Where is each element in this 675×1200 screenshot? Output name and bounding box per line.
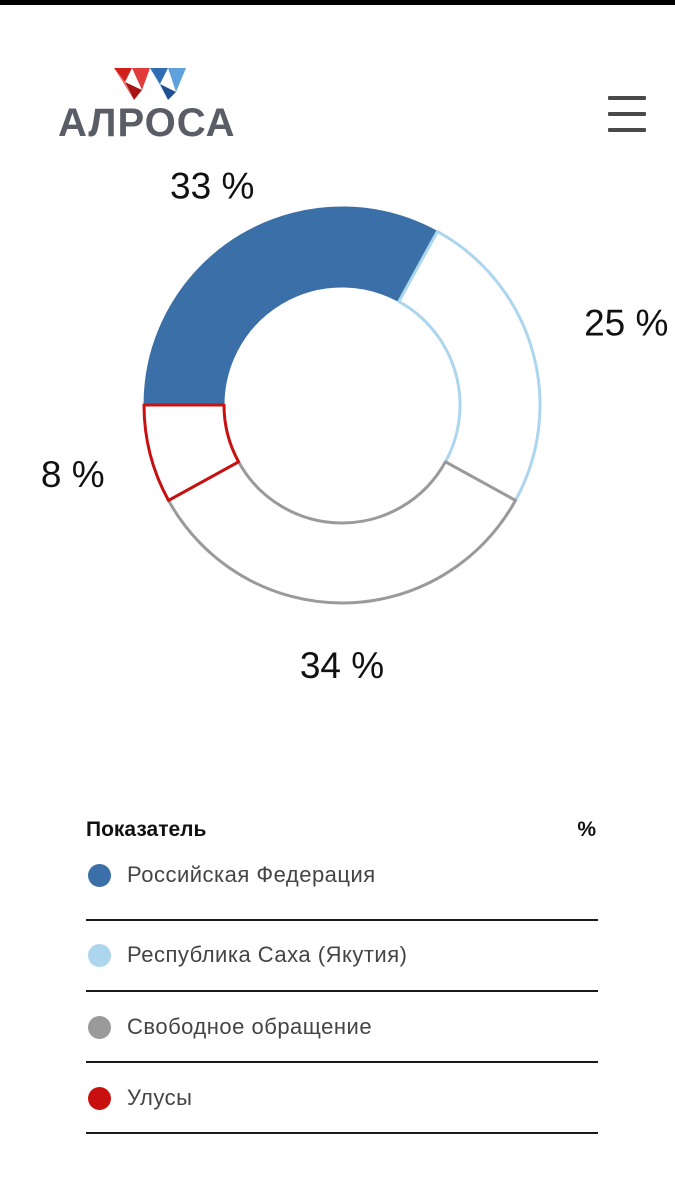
chart-legend: Показатель % Российская Федерация Респуб… <box>86 812 598 1134</box>
legend-dot <box>88 1016 111 1039</box>
legend-dot <box>88 1087 111 1110</box>
legend-item-sakha-republic: Республика Саха (Якутия) <box>86 921 598 992</box>
hamburger-menu-icon[interactable] <box>604 92 650 138</box>
ownership-donut-chart: 33 % 25 % 34 % 8 % <box>0 170 675 690</box>
legend-item-uluses: Улусы <box>86 1063 598 1134</box>
legend-title: Показатель <box>86 818 207 841</box>
slice-sakha-republic <box>397 229 542 502</box>
slice-russian-federation <box>143 206 438 406</box>
legend-item-label: Свободное обращение <box>127 1014 373 1039</box>
legend-item-label: Республика Саха (Якутия) <box>127 942 408 967</box>
legend-item-label: Российская Федерация <box>127 862 376 887</box>
legend-dot <box>88 944 111 967</box>
alrosa-logo[interactable]: АЛРОСА <box>58 62 248 146</box>
legend-item-free-float: Свободное обращение <box>86 992 598 1063</box>
top-status-bar <box>0 0 675 5</box>
legend-header: Показатель % <box>86 812 598 850</box>
donut-chart-svg: 33 % 25 % 34 % 8 % <box>41 170 669 686</box>
slice-free-float <box>166 460 518 605</box>
label-russian-federation: 33 % <box>170 170 254 207</box>
legend-unit: % <box>577 818 596 841</box>
legend-item-label: Улусы <box>127 1085 193 1110</box>
logo-wordmark: АЛРОСА <box>58 101 236 145</box>
slice-uluses <box>142 403 241 502</box>
legend-item-russian-federation: Российская Федерация <box>86 850 598 921</box>
legend-dot <box>88 864 111 887</box>
diamond-logo-icon <box>114 68 186 100</box>
label-uluses: 8 % <box>41 454 105 495</box>
label-free-float: 34 % <box>300 645 384 686</box>
label-sakha-republic: 25 % <box>584 302 668 343</box>
